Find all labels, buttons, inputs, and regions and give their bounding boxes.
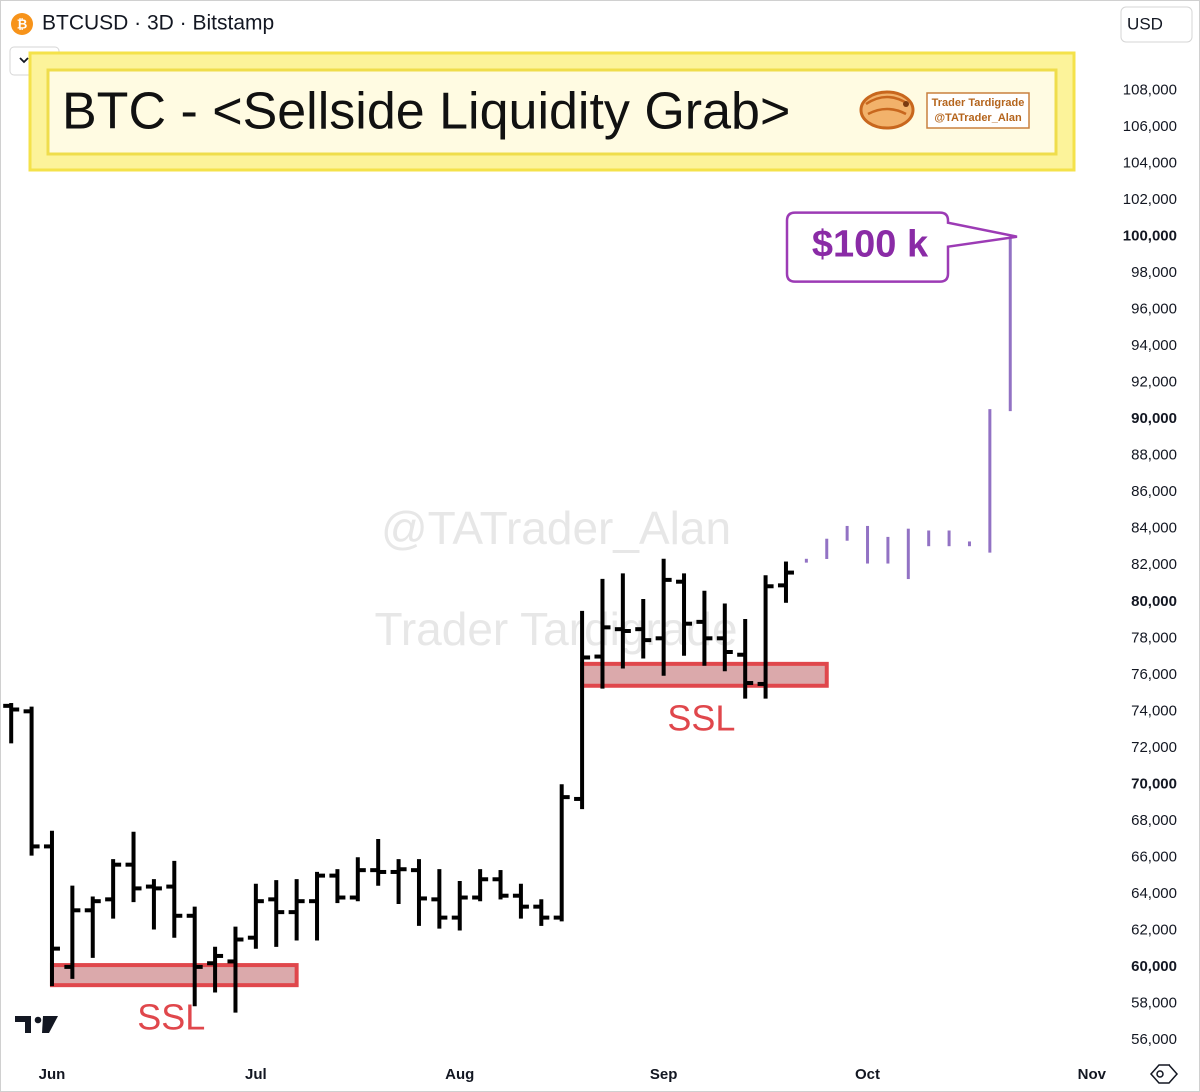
watermark: Trader Tardigrade (374, 603, 737, 655)
y-tick-label: 56,000 (1131, 1031, 1177, 1048)
settings-icon[interactable] (1149, 1064, 1179, 1084)
y-tick-label: 108,000 (1123, 82, 1177, 99)
x-tick-label: Oct (855, 1066, 880, 1083)
y-tick-label: 70,000 (1131, 775, 1177, 792)
y-tick-label: 62,000 (1131, 921, 1177, 938)
y-tick-label: 104,000 (1123, 155, 1177, 172)
y-tick-label: 92,000 (1131, 374, 1177, 391)
watermark: @TATrader_Alan (381, 502, 731, 554)
x-tick-label: Jun (39, 1066, 66, 1083)
y-tick-label: 74,000 (1131, 702, 1177, 719)
y-tick-label: 100,000 (1123, 228, 1177, 245)
currency-label: USD (1127, 14, 1163, 33)
ssl-zone (580, 661, 829, 688)
chevron (19, 57, 29, 64)
y-tick-label: 60,000 (1131, 958, 1177, 975)
y-tick-label: 72,000 (1131, 739, 1177, 756)
y-tick-label: 58,000 (1131, 994, 1177, 1011)
y-tick-label: 82,000 (1131, 556, 1177, 573)
y-tick-label: 96,000 (1131, 301, 1177, 318)
x-tick-label: Jul (245, 1066, 267, 1083)
symbol-header: BTCUSD · 3D · Bitstamp (42, 12, 274, 35)
badge-name: Trader Tardigrade (932, 97, 1025, 109)
callout-box (785, 211, 1018, 283)
callout-text: $100 k (812, 224, 929, 266)
y-tick-label: 86,000 (1131, 483, 1177, 500)
chart-title: BTC - <Sellside Liquidity Grab> (62, 83, 790, 141)
ssl-label: SSL (667, 697, 735, 738)
ssl-zone (49, 963, 299, 988)
badge-handle: @TATrader_Alan (934, 112, 1022, 124)
currency-button[interactable] (1120, 6, 1193, 43)
y-tick-label: 68,000 (1131, 812, 1177, 829)
y-tick-label: 94,000 (1131, 337, 1177, 354)
coin-icon (11, 13, 33, 35)
y-tick-label: 88,000 (1131, 447, 1177, 464)
badge (926, 92, 1030, 129)
logo (859, 90, 915, 130)
y-tick-label: 102,000 (1123, 191, 1177, 208)
y-tick-label: 106,000 (1123, 118, 1177, 135)
x-tick-label: Nov (1078, 1066, 1107, 1083)
y-tick-label: 78,000 (1131, 629, 1177, 646)
y-tick-label: 66,000 (1131, 848, 1177, 865)
y-tick-label: 80,000 (1131, 593, 1177, 610)
y-tick-label: 76,000 (1131, 666, 1177, 683)
y-tick-label: 98,000 (1131, 264, 1177, 281)
x-tick-label: Aug (445, 1066, 474, 1083)
y-tick-label: 84,000 (1131, 520, 1177, 537)
x-tick-label: Sep (650, 1066, 678, 1083)
tv-logo (15, 1016, 58, 1033)
coin-glyph: ₿ (17, 16, 28, 31)
y-tick-label: 64,000 (1131, 885, 1177, 902)
y-tick-label: 90,000 (1131, 410, 1177, 427)
